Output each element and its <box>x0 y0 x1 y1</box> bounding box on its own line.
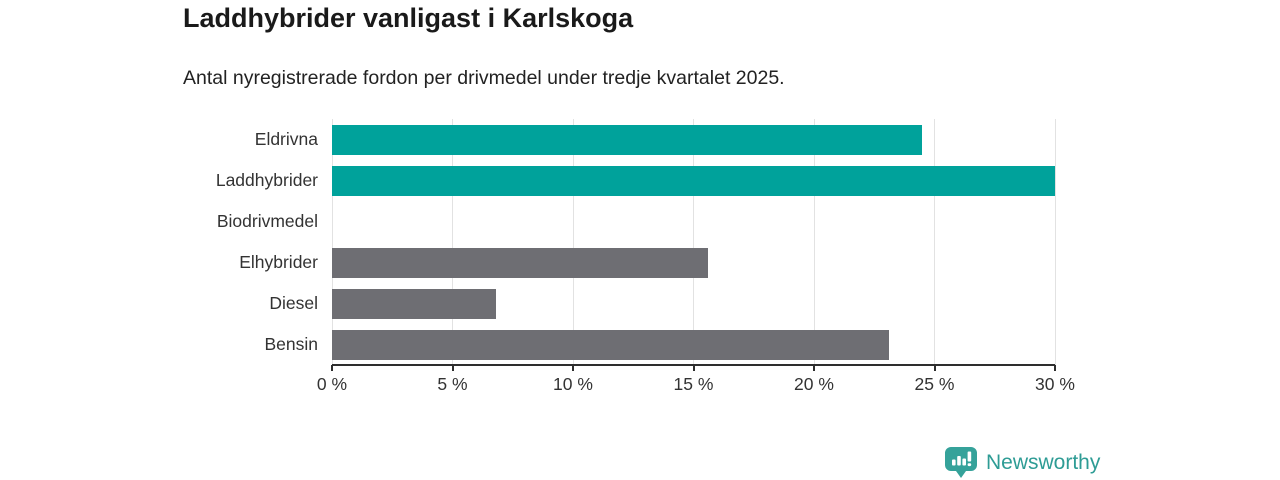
gridline <box>1054 119 1056 365</box>
x-axis-tick-label: 10 % <box>553 374 593 394</box>
y-axis-labels: Eldrivna Laddhybrider Biodrivmedel Elhybrid… <box>0 119 318 365</box>
chart-title: Laddhybrider vanligast i Karlskoga <box>183 3 634 33</box>
gridline <box>693 119 694 365</box>
x-axis-tick <box>451 365 454 371</box>
x-axis-tick-label: 25 % <box>914 374 955 394</box>
x-axis-tick <box>1054 365 1056 371</box>
gridline <box>452 119 453 365</box>
x-axis-tick <box>572 365 574 371</box>
bar-elhybrider <box>332 247 708 278</box>
bar-diesel <box>332 288 496 319</box>
x-axis-tick-label: 15 % <box>673 374 714 394</box>
category-label: Bensin <box>264 334 318 354</box>
x-axis-tick <box>692 365 695 371</box>
gridline <box>813 119 815 365</box>
category-label: Eldrivna <box>254 129 318 149</box>
category-label: Elhybrider <box>239 252 318 272</box>
chart-subtitle: Antal nyregistrerade fordon per drivmede… <box>183 67 785 89</box>
gridline <box>934 119 935 365</box>
x-axis-tick <box>813 365 815 371</box>
x-axis-tick-label: 5 % <box>437 374 468 394</box>
gridline <box>331 119 333 365</box>
x-axis-tick-label: 0 % <box>316 374 348 394</box>
category-label: Diesel <box>269 293 318 313</box>
newsworthy-logo-text: Newsworthy <box>986 450 1101 474</box>
category-label: Biodrivmedel <box>216 211 318 231</box>
newsworthy-logo: Newsworthy <box>944 446 1100 479</box>
bars-layer <box>332 119 1055 365</box>
bar-bensin <box>332 329 889 360</box>
x-axis-tick-label: 20 % <box>794 374 834 394</box>
category-label: Laddhybrider <box>215 170 318 190</box>
x-axis-tick-label: 30 % <box>1035 374 1075 394</box>
plot-area: 0 % 5 % 10 % 15 % 20 % 25 % 30 % <box>317 119 1075 394</box>
bar-eldrivna <box>332 124 923 155</box>
bar-laddhybrider <box>332 165 1055 196</box>
x-axis-tick <box>331 365 333 371</box>
gridlines-layer <box>331 119 1056 365</box>
newsworthy-logo-icon <box>945 447 977 478</box>
gridline <box>572 119 574 365</box>
x-axis-tick <box>933 365 936 371</box>
